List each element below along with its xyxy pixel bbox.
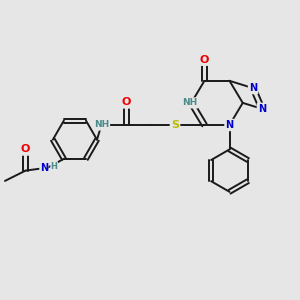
Text: NH: NH (94, 121, 109, 130)
Text: N: N (40, 163, 48, 173)
Text: O: O (21, 144, 30, 154)
Text: NH: NH (182, 98, 197, 107)
Text: O: O (122, 97, 131, 107)
Text: N: N (258, 104, 266, 114)
Text: N: N (225, 120, 234, 130)
Text: S: S (171, 120, 179, 130)
Text: O: O (200, 55, 209, 64)
Text: H: H (51, 162, 58, 171)
Text: N: N (249, 83, 257, 93)
